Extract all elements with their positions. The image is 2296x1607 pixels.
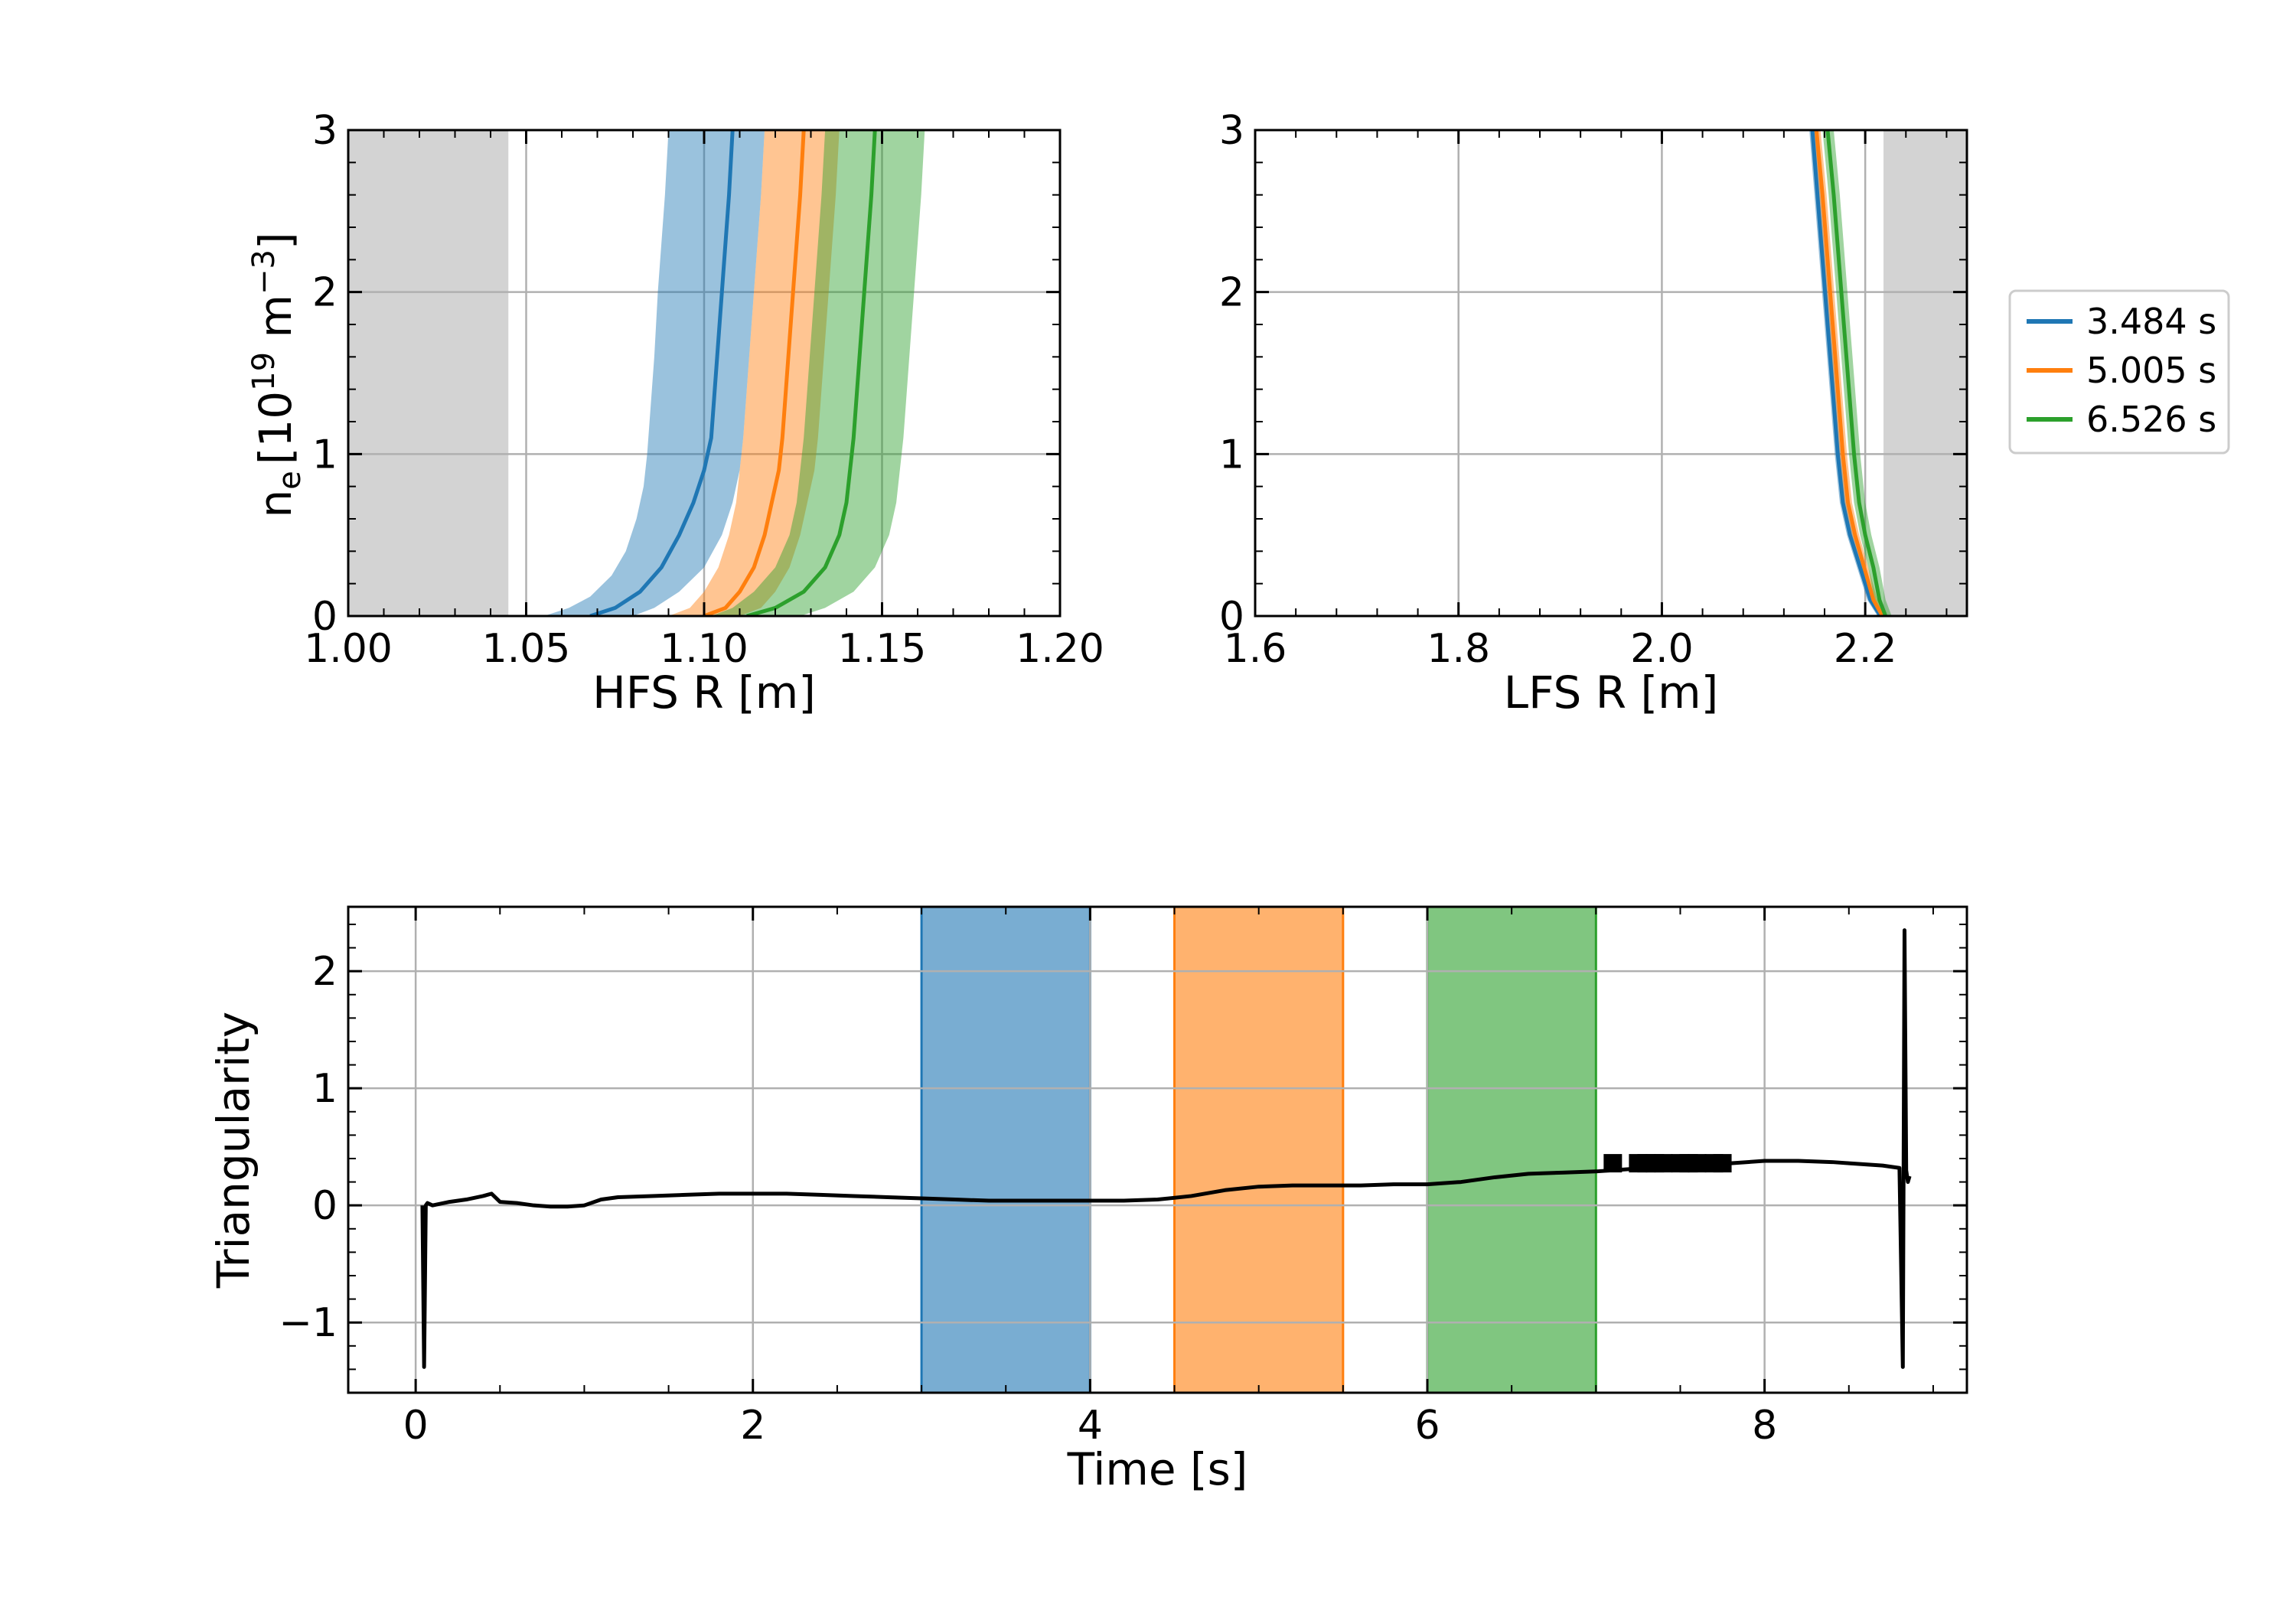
time-window-1 [1173, 905, 1345, 1394]
y-tick-label-2: 2 [312, 270, 338, 316]
x-tick-label-3: 6 [1414, 1403, 1440, 1449]
y-tick-label-1: 1 [1219, 432, 1244, 478]
triangularity-panel: 0 2 4 6 8 −1 0 1 2 Time [s] Triangularity [207, 905, 1968, 1495]
uncertainty-band-2 [711, 130, 925, 616]
series-line-0 [589, 130, 735, 616]
x-tick-label-1: 1.05 [482, 626, 571, 672]
y-axis-label: Triangularity [207, 1012, 259, 1289]
legend-label-1: 5.005 s [2086, 350, 2216, 391]
y-tick-label-2: 1 [312, 1066, 338, 1112]
y-tick-label-3: 2 [312, 949, 338, 995]
x-axis-label: HFS R [m] [592, 667, 816, 719]
x-tick-label-1: 1.8 [1427, 626, 1490, 672]
axes-frame [1254, 129, 1968, 618]
x-tick-label-3: 2.2 [1834, 626, 1897, 672]
time-window-2 [1426, 905, 1597, 1394]
density-ylabel-main: n [249, 490, 302, 518]
y-tick-label-0: −1 [279, 1300, 338, 1346]
density-ylabel-unit: m [249, 295, 302, 352]
x-tick-label-2: 1.10 [660, 626, 748, 672]
y-tick-label-3: 3 [312, 108, 338, 154]
x-tick-label-2: 4 [1078, 1403, 1103, 1449]
series-line-0 [420, 928, 1912, 1369]
lfs-density-panel: 1.6 1.8 2.0 2.2 0 1 2 3 LFS R [m] [1219, 108, 1968, 719]
density-ylabel-end: ] [249, 232, 302, 249]
x-tick-label-4: 8 [1752, 1403, 1777, 1449]
marker-0 [1603, 1154, 1623, 1173]
excluded-region [1883, 130, 1967, 616]
hfs-density-panel: 1.00 1.05 1.10 1.15 1.20 0 1 2 3 HFS R [m] [304, 108, 1104, 719]
excluded-region [348, 130, 509, 616]
density-ylabel: ne [1019 m−3] [246, 232, 308, 517]
marker-4 [1654, 1154, 1673, 1173]
x-axis-label: Time [s] [1067, 1443, 1248, 1495]
uncertainty-band-1 [1812, 130, 1887, 616]
density-ylabel-sub: e [272, 471, 308, 490]
series-line-1 [703, 130, 806, 616]
x-tick-label-1: 2 [740, 1403, 765, 1449]
marker-7 [1688, 1154, 1707, 1173]
y-tick-label-1: 1 [312, 432, 338, 478]
y-tick-label-0: 0 [1219, 594, 1244, 640]
uncertainty-band-0 [543, 130, 765, 616]
legend-label-2: 6.526 s [2086, 399, 2216, 440]
series-line-1 [1814, 130, 1884, 616]
legend-frame [2008, 289, 2230, 455]
density-ylabel-sup2: −3 [246, 249, 282, 295]
x-tick-label-2: 2.0 [1630, 626, 1694, 672]
x-tick-label-4: 1.20 [1016, 626, 1104, 672]
x-tick-label-0: 1.00 [304, 626, 393, 672]
series-line-2 [1825, 130, 1888, 616]
legend: 3.484 s 5.005 s 6.526 s [2008, 289, 2230, 455]
series-line-0 [1810, 130, 1883, 616]
axes-frame [347, 905, 1968, 1394]
marker-9 [1713, 1154, 1732, 1173]
legend-label-0: 3.484 s [2086, 301, 2216, 342]
y-tick-label-1: 0 [312, 1183, 338, 1229]
x-axis-label: LFS R [m] [1504, 667, 1718, 719]
x-tick-label-0: 0 [403, 1403, 429, 1449]
y-tick-label-0: 0 [312, 594, 338, 640]
x-tick-label-3: 1.15 [838, 626, 927, 672]
density-ylabel-sup: 19 [246, 352, 282, 391]
y-tick-label-2: 2 [1219, 270, 1244, 316]
series-line-2 [746, 130, 877, 616]
x-tick-label-0: 1.6 [1224, 626, 1287, 672]
time-window-0 [920, 905, 1091, 1394]
y-tick-label-3: 3 [1219, 108, 1244, 154]
density-ylabel-rest: [10 [249, 391, 302, 464]
